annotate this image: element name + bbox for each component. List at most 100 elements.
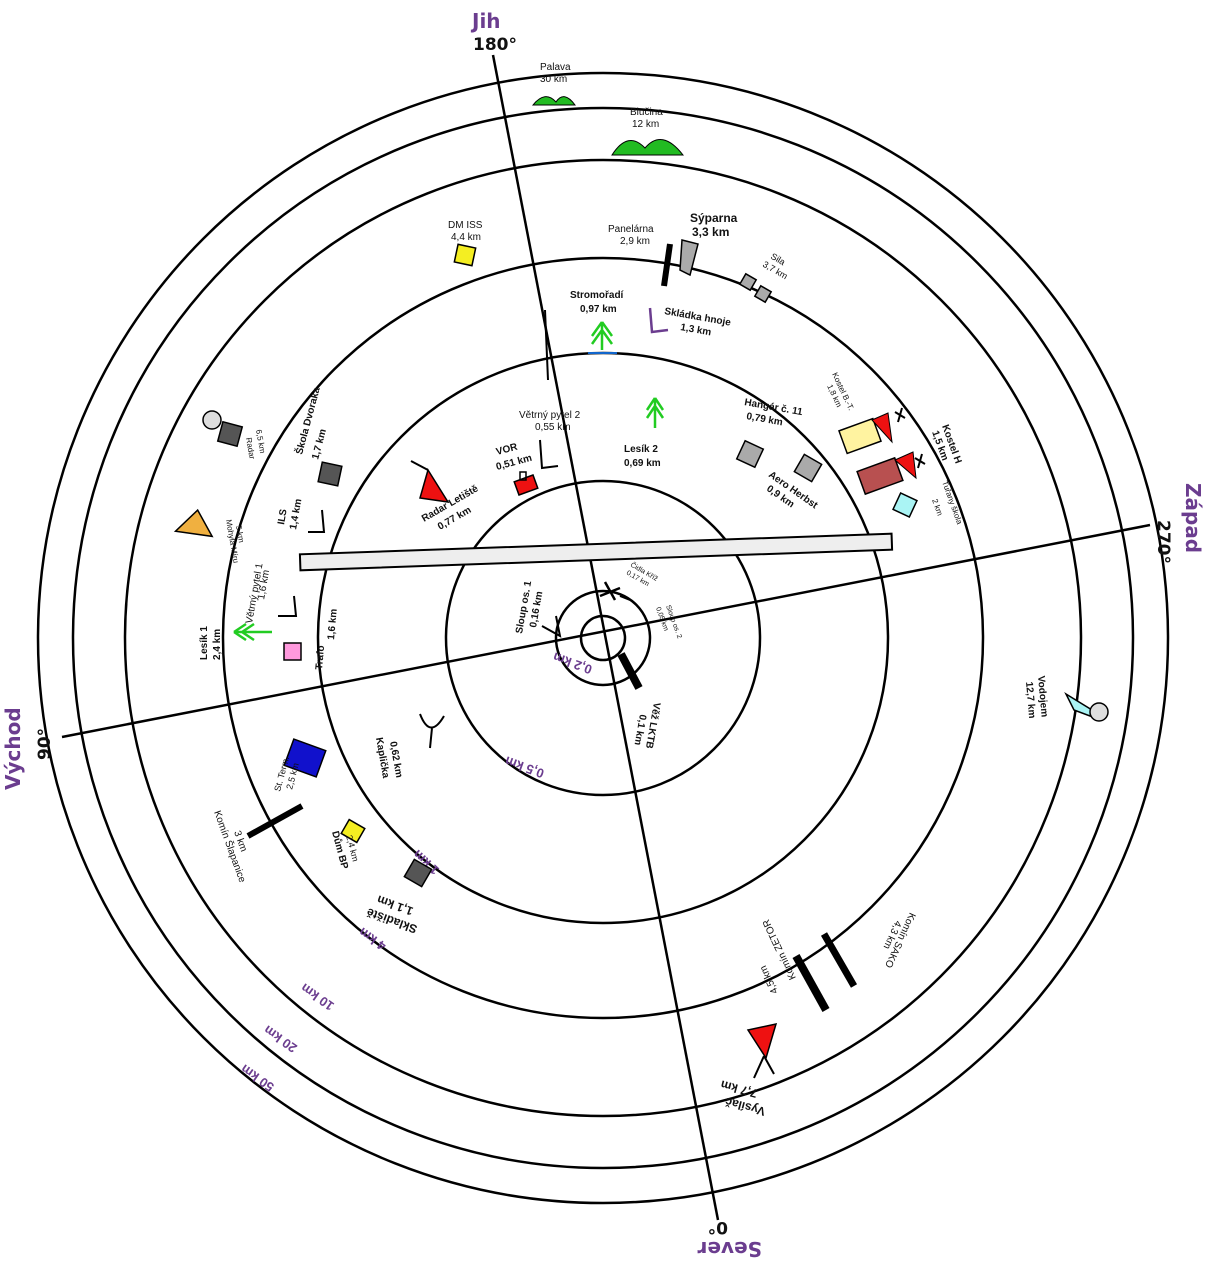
church-roof-icon (894, 451, 917, 480)
cross-icon (917, 453, 923, 469)
building-icon (793, 453, 823, 483)
palava-name: Palava (540, 62, 571, 73)
church-icon (856, 456, 904, 496)
tree-icon (645, 397, 665, 428)
building-icon (892, 492, 918, 518)
chimney-icon (792, 954, 830, 1012)
silo-icon (738, 272, 758, 292)
landmark-lesik-2: Lesík 2 0,69 km (624, 397, 665, 469)
axis-north-south (491, 54, 720, 1221)
ring-label-10km: 10 km (298, 980, 337, 1013)
vez-lktb-dist: 0,1 km (632, 713, 648, 746)
silo-icon (753, 284, 773, 304)
landmark-skladiste: Skladiště 1,1 km (364, 858, 433, 936)
transformer-icon (283, 642, 302, 661)
cross-icon (897, 407, 903, 423)
pile-icon (648, 307, 669, 334)
tree-icon (233, 622, 272, 642)
radar-base-icon (216, 420, 244, 448)
water-tower-tank-icon (1089, 702, 1109, 722)
direction-south: Jih (470, 9, 501, 33)
transmitter-mast-icon (753, 1055, 775, 1079)
hangar-icon (735, 439, 765, 469)
landmark-komin-sako: Komín SAKO 4,3 km (820, 911, 917, 988)
landmark-trafo: Trafo 1,6 km (283, 608, 340, 670)
syparna-name: Sýparna (690, 211, 738, 225)
radar-dish-icon (202, 410, 222, 430)
trafo-name: Trafo (314, 645, 327, 670)
windsock-pole (544, 309, 549, 381)
mohyla-miru-dist: 5 km (234, 525, 246, 544)
landmark-sila: Sila 3,7 km (738, 251, 789, 304)
vodojem-dist: 12,7 km (1023, 681, 1037, 719)
building-icon (453, 243, 477, 267)
landmark-mohyla-miru: Mohyla Míru 5 km (173, 508, 246, 564)
landmark-vetrny-pytel-2: Větrný pytel 2 0,55 km (519, 309, 581, 470)
landmark-blucina: Blučina 12 km (611, 107, 685, 156)
ring-1km (316, 351, 890, 925)
ring-label-05km: 0,5 km (503, 753, 546, 781)
landmark-ils: ILS 1,4 km (276, 498, 326, 533)
landmark-vetrny-pytel-1: Větrný pytel 1 1,6 km (244, 562, 298, 625)
landmark-vysilac: Vysílač 7,7 km (719, 1023, 778, 1119)
ring-label-50km: 50 km (238, 1061, 277, 1094)
hill-icon (531, 96, 576, 106)
ring-50km (36, 71, 1170, 1205)
pole-icon (619, 595, 631, 601)
degree-270: 270° (1153, 520, 1173, 564)
chimney-icon (820, 932, 858, 988)
landmark-sloup-1: Sloup os. 1 0,16 km (514, 580, 562, 638)
blucina-name: Blučina (630, 107, 663, 118)
ring-4km (221, 256, 985, 1020)
ils-name: ILS (276, 508, 290, 526)
chapel-icon (419, 713, 445, 749)
windsock-icon (278, 595, 298, 617)
komin-zetor-dist: 4,5 km (758, 964, 781, 996)
lesik-2-name: Lesík 2 (624, 444, 658, 455)
radar-dist: 6,5 km (254, 429, 267, 455)
skola-dvoraka-dist: 1,7 km (310, 428, 329, 461)
vetrny-pytel-2-dist: 0,55 km (535, 422, 571, 433)
dm-iss-name: DM ISS (448, 220, 483, 231)
vetrny-pytel-2-name: Větrný pytel 2 (519, 410, 581, 421)
terminal-icon (283, 738, 327, 778)
building-icon (340, 818, 366, 844)
axis-east-west (61, 523, 1151, 739)
landmark-aero-herbst: Aero Herbst 0,9 km (764, 453, 823, 512)
vodojem-name: Vodojem (1035, 675, 1050, 717)
ring-label-4km: 4 km (356, 925, 389, 954)
direction-east: Východ (1, 707, 25, 790)
degree-180: 180° (473, 35, 517, 55)
ring-10km (123, 158, 1083, 1118)
landmark-radar-letiste: Radar Letiště 0,77 km (410, 460, 481, 533)
landmark-hangar: Hangár č. 11 0,79 km (735, 397, 804, 469)
landmark-tulany-skola: Tuřany škola 2 km (892, 480, 964, 526)
landmark-komin-slapanice: Komín Šlapanice 3 km (211, 803, 304, 884)
warehouse-icon (403, 858, 433, 888)
landmark-stromoradi: Stromořadí 0,97 km (570, 290, 625, 354)
church-roof-icon (871, 412, 893, 444)
transmitter-icon (746, 1023, 778, 1060)
vor-antenna-icon (519, 471, 527, 481)
church-icon (838, 417, 882, 455)
ring-label-20km: 20 km (261, 1022, 300, 1055)
tree-icon (590, 321, 614, 350)
ring-02km (554, 589, 652, 687)
landmark-panelarna: Panelárna 2,9 km (608, 224, 673, 287)
chimney-icon (246, 803, 304, 839)
ring-20km (71, 106, 1135, 1170)
panelarna-name: Panelárna (608, 224, 654, 235)
landmark-sloup-2: Sloup os. 2 0,05 km (619, 595, 683, 640)
building-icon (317, 461, 343, 487)
landmark-st-term: St. Term. 2,5 km (272, 738, 327, 793)
compass-axes (61, 54, 1151, 1221)
landmark-dum-bp: Dům BP 2,4 km (329, 818, 366, 871)
landmark-komin-zetor: Komín ZETOR 4,5 km (758, 917, 830, 1012)
tulany-skola-dist: 2 km (930, 498, 945, 518)
lesik-2-dist: 0,69 km (624, 458, 661, 469)
syparna-dist: 3,3 km (692, 225, 729, 239)
landmark-skola-dvoraka: Škola Dvoraka 1,7 km (292, 385, 343, 487)
sensor-cross-icon (599, 581, 621, 601)
ring-center (579, 614, 627, 662)
